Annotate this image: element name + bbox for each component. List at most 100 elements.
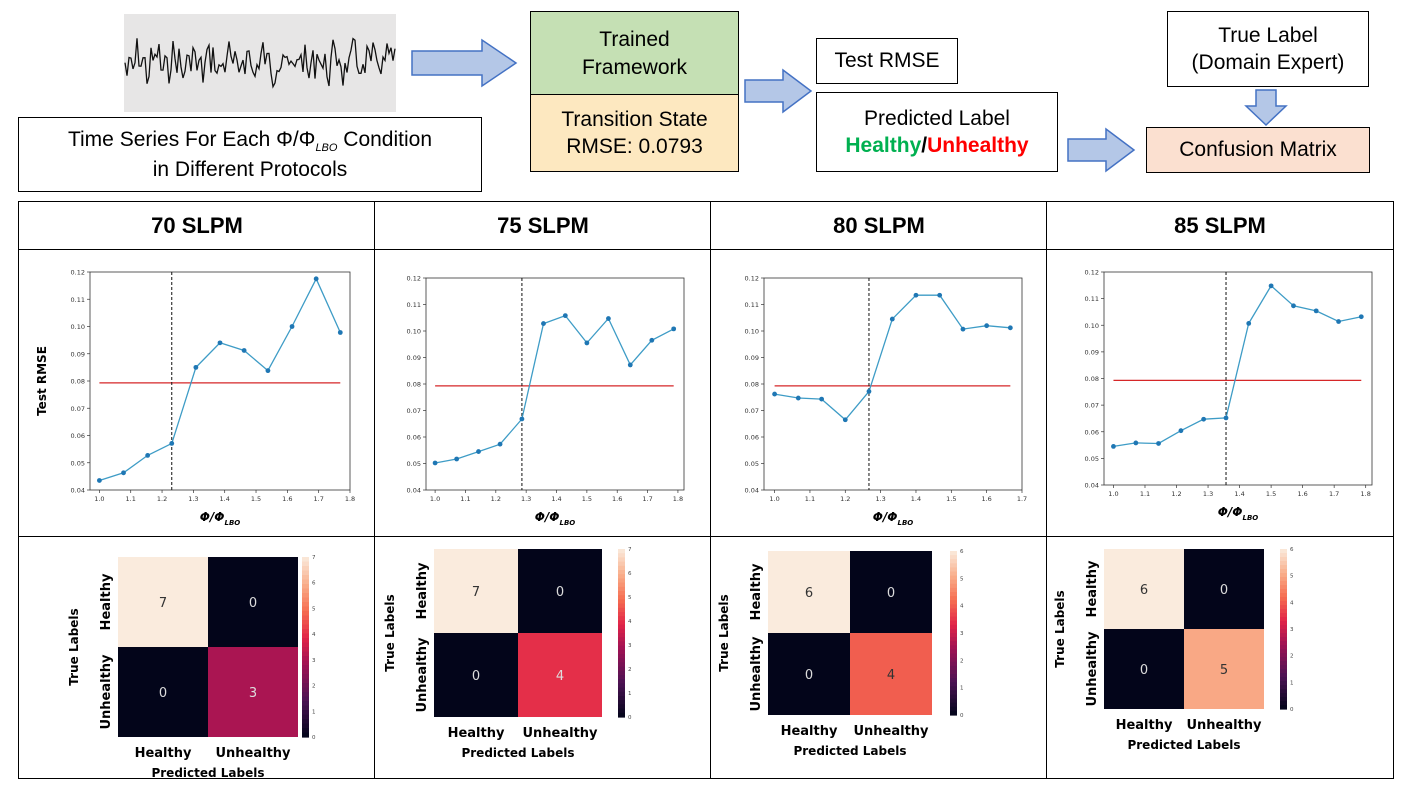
y-tick-label: 0.11 (407, 301, 421, 309)
y-tick-label: 0.11 (745, 301, 759, 309)
rmse-line-chart-85: 0.04 0.05 0.06 0.07 0.08 0.09 0.10 0.11 0.12 1.0 1… (1085, 269, 1373, 522)
colorbar-segment (950, 649, 957, 655)
x-tick-label: 1.5 (946, 495, 956, 503)
column-title: 85 SLPM (1174, 213, 1266, 238)
y-axis-label: True Labels (383, 594, 397, 671)
y-axis-label: True Labels (67, 608, 81, 685)
unhealthy-label: Unhealthy (927, 134, 1029, 157)
colorbar-segment (950, 657, 957, 663)
colorbar-segment (302, 651, 309, 657)
y-tick-label: 0.12 (745, 275, 759, 283)
colorbar-tick: 0 (1290, 707, 1294, 713)
colorbar-segment (618, 687, 625, 693)
colorbar-tick: 4 (312, 632, 316, 638)
arrow-right-icon (1067, 127, 1136, 173)
colorbar-segment (950, 637, 957, 642)
colorbar-segment (950, 628, 957, 634)
colorbar-segment (1280, 665, 1287, 670)
colorbar-segment (618, 616, 625, 621)
cell-value: 0 (887, 586, 895, 601)
colorbar-segment (618, 691, 625, 697)
data-point (1268, 283, 1274, 289)
y-tick-label: 0.09 (71, 350, 85, 358)
y-axis-label: Test RMSE (35, 346, 49, 416)
colorbar-segment (618, 708, 625, 714)
rmse-series-line (434, 314, 675, 464)
y-tick-label: 0.07 (407, 407, 421, 415)
y-tick-label: 0.04 (407, 487, 421, 495)
colorbar-tick: 4 (628, 619, 632, 625)
colorbar-segment (618, 696, 625, 701)
colorbar-segment (950, 571, 957, 577)
colorbar-tick: 0 (960, 713, 964, 719)
colorbar-segment (302, 705, 309, 711)
y-tick-label: 0.06 (1085, 428, 1099, 436)
x-tick-label: 1.2 (840, 495, 850, 503)
colorbar-segment (1280, 685, 1287, 690)
x-axis-label-subscript: LBO (560, 519, 576, 527)
colorbar-segment (1280, 633, 1287, 638)
data-point (217, 340, 223, 346)
cell-value: 0 (556, 585, 564, 600)
data-point (1246, 320, 1252, 326)
x-axis-label: Φ/ΦLBO (873, 510, 914, 527)
colorbar-segment (302, 665, 309, 671)
colorbar-segment (302, 714, 309, 720)
y-tick-label: Healthy (415, 562, 430, 619)
y-tick-label: 0.08 (407, 381, 421, 389)
colorbar-segment (302, 633, 309, 639)
colorbar-tick: 6 (312, 581, 316, 587)
colorbar-tick: 4 (1290, 600, 1294, 606)
transition-state-box: Transition State RMSE: 0.0793 (530, 94, 739, 172)
arrow-right-icon (411, 38, 518, 88)
colorbar-segment (302, 602, 309, 608)
y-tick-label: 0.05 (1085, 455, 1099, 463)
colorbar-tick: 2 (960, 658, 964, 664)
x-tick-label: 1.0 (1108, 490, 1118, 498)
colorbar-segment (1280, 641, 1287, 646)
colorbar-segment (618, 704, 625, 710)
cell-value: 6 (1140, 583, 1148, 598)
data-point (649, 337, 655, 343)
confusion-matrix-85: 6 0 0 5 0 1 2 3 4 5 6 Healthy Unhealthy Healthy Unheal… (1053, 547, 1294, 752)
x-tick-label: 1.6 (612, 495, 622, 503)
colorbar-tick: 2 (1290, 654, 1294, 660)
colorbar-segment (302, 656, 309, 662)
data-point (145, 452, 151, 458)
data-point (1178, 428, 1184, 434)
plot-frame (1103, 271, 1373, 486)
colorbar-segment (1280, 613, 1287, 618)
colorbar-segment (950, 624, 957, 630)
colorbar-segment (1280, 581, 1287, 586)
y-tick-label: 0.08 (1085, 375, 1099, 383)
colorbar-segment (1280, 657, 1287, 662)
x-tick-label: 1.3 (521, 495, 531, 503)
colorbar-segment (302, 629, 309, 635)
y-tick-label: 0.06 (745, 434, 759, 442)
cell-value: 7 (159, 596, 167, 611)
y-tick-label: 0.07 (745, 407, 759, 415)
colorbar-segment (1280, 593, 1287, 598)
cell-value: 0 (159, 686, 167, 701)
x-tick-label: 1.3 (1203, 490, 1213, 498)
colorbar-segment (1280, 585, 1287, 590)
colorbar-segment (618, 679, 625, 684)
colorbar-tick: 5 (628, 595, 632, 601)
x-axis-label: Φ/ΦLBO (200, 510, 241, 527)
time-series-box: Time Series For Each Φ/ΦLBO Condition in… (18, 117, 482, 192)
cell-value: 0 (472, 669, 480, 684)
x-tick-label: 1.2 (491, 495, 501, 503)
matrix-cell (1184, 549, 1264, 629)
colorbar-segment (618, 582, 625, 588)
data-point (96, 478, 102, 483)
x-tick-label: 1.0 (430, 495, 440, 503)
colorbar-segment (1280, 621, 1287, 626)
data-point (289, 324, 295, 329)
column-title: 75 SLPM (497, 213, 589, 238)
colorbar-segment (1280, 561, 1287, 566)
trained-framework-box: Trained Framework (530, 11, 739, 96)
x-tick-label: 1.3 (875, 495, 885, 503)
x-tick-label: 1.6 (282, 495, 292, 503)
y-tick-label: 0.10 (745, 328, 759, 336)
column-title: 80 SLPM (833, 213, 925, 238)
